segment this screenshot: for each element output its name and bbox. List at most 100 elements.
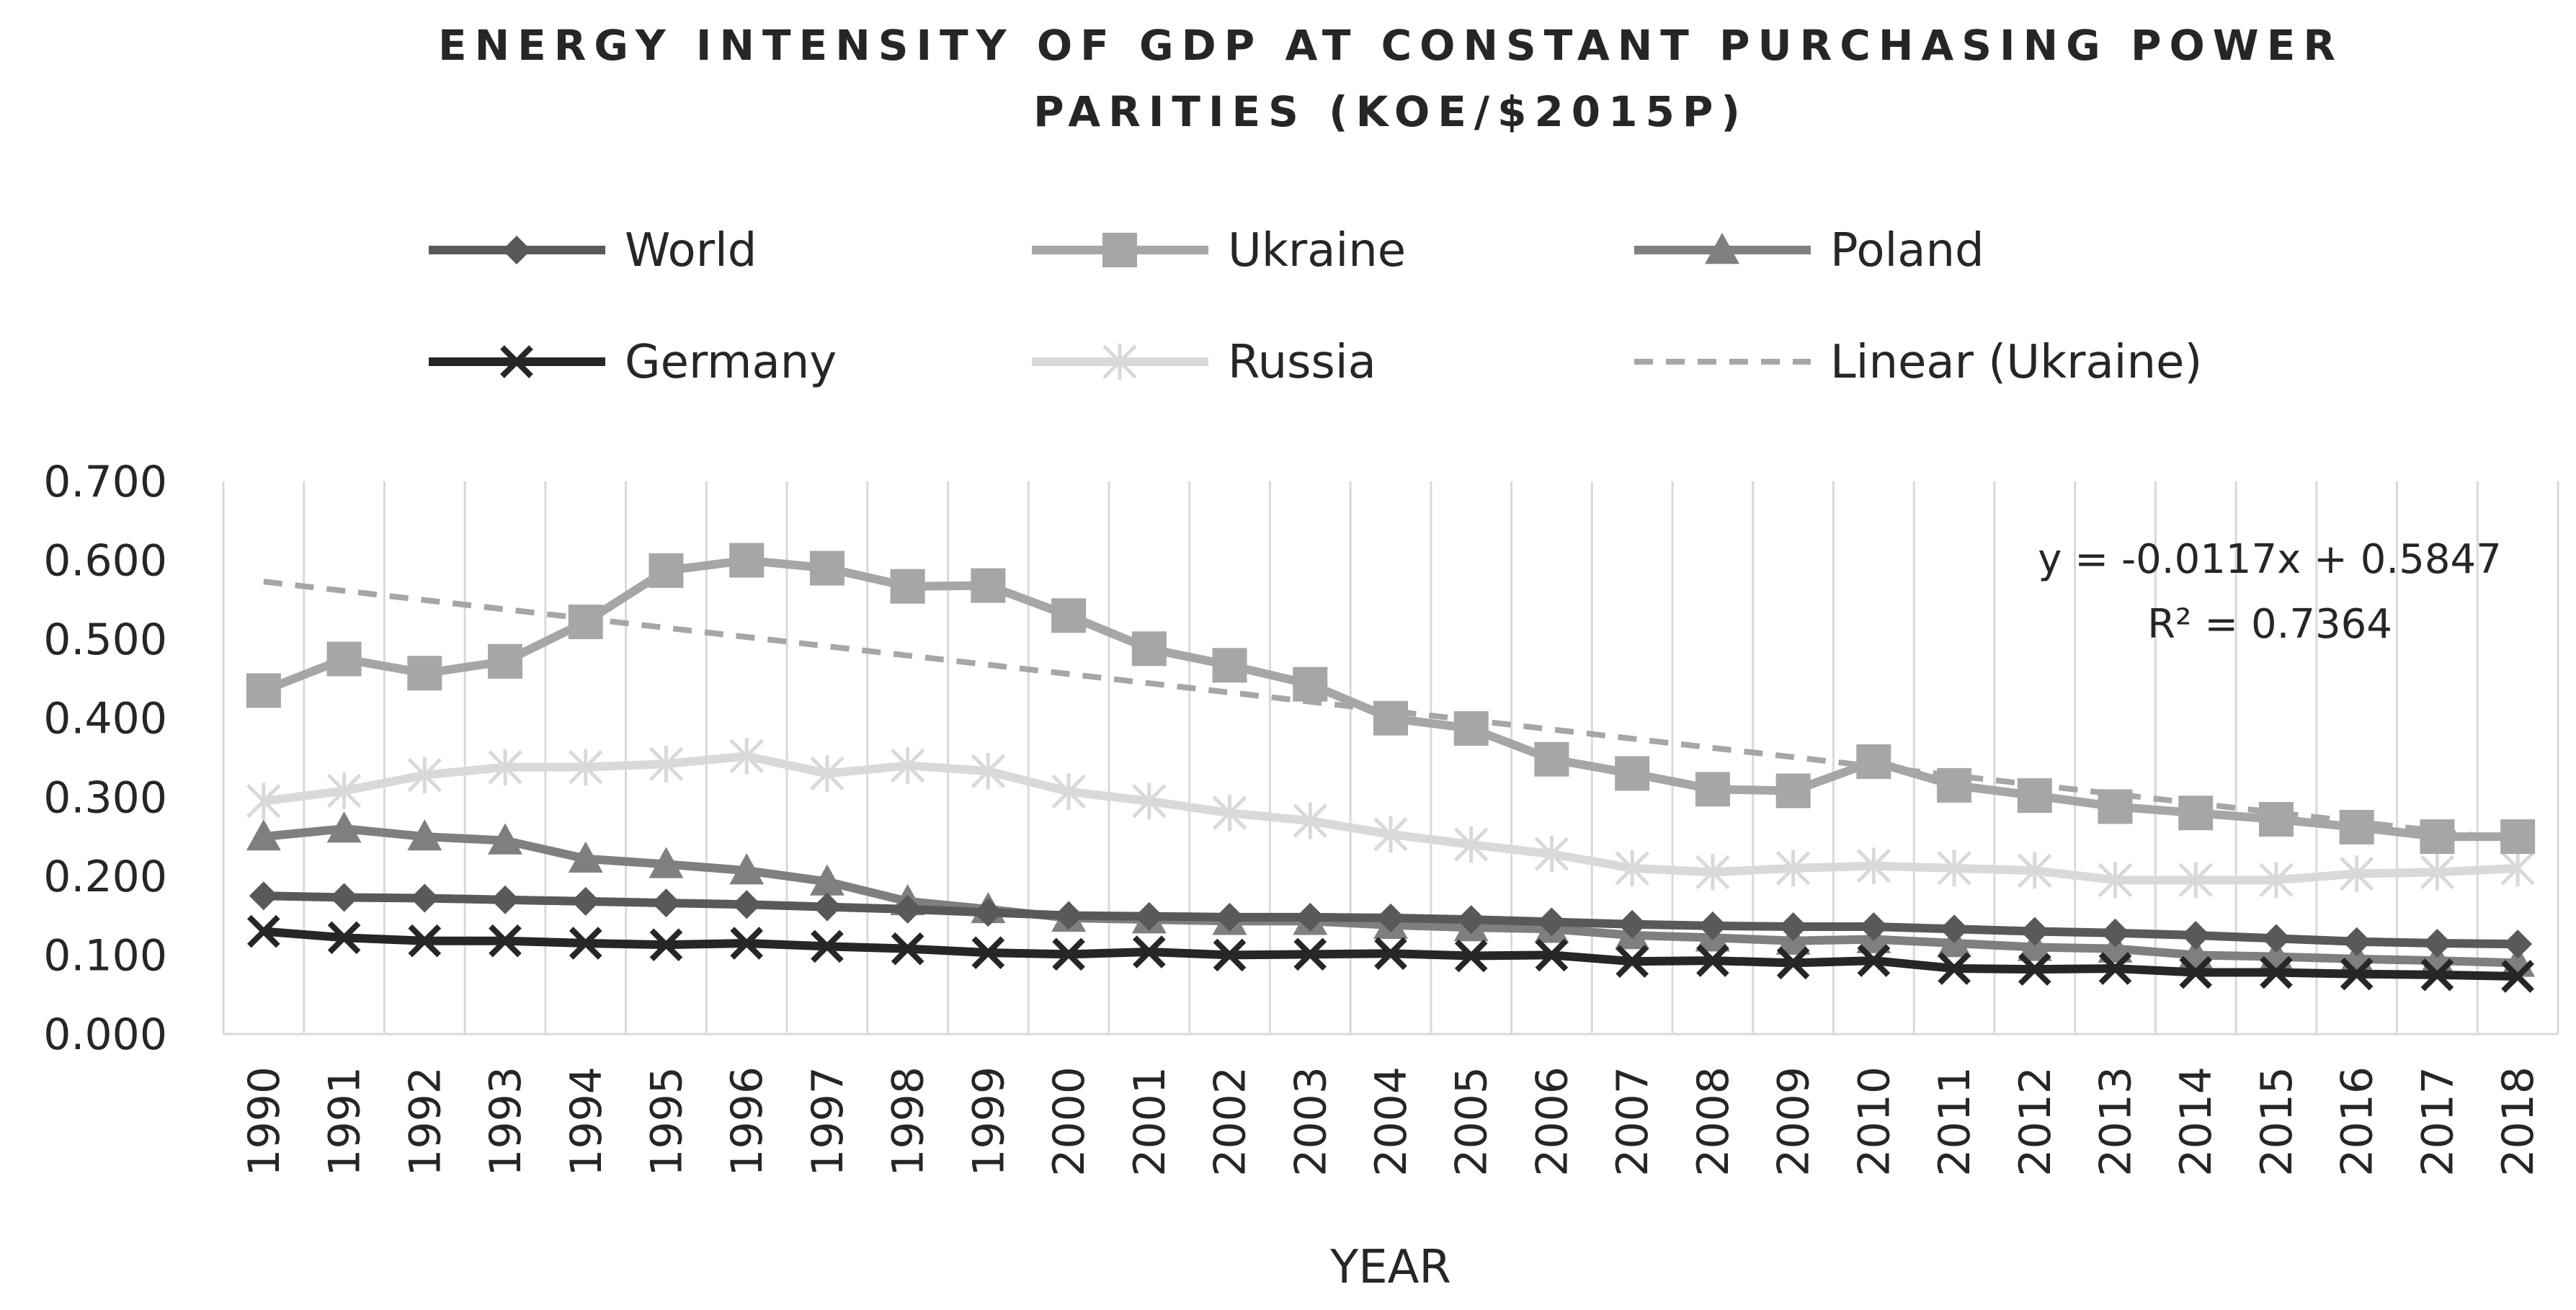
data-point xyxy=(2342,927,2371,956)
data-point xyxy=(729,853,765,885)
data-point xyxy=(890,747,925,784)
legend-label: World xyxy=(625,224,757,277)
data-point xyxy=(488,749,522,785)
x-tick-label: 2017 xyxy=(2412,1066,2463,1177)
data-point xyxy=(971,936,1005,969)
data-point xyxy=(1376,903,1405,932)
series-russia xyxy=(246,738,2535,899)
data-point xyxy=(1456,905,1486,935)
x-tick-label: 2000 xyxy=(1044,1066,1095,1177)
data-point xyxy=(732,890,762,919)
data-point xyxy=(407,819,442,851)
y-tick-label: 0.400 xyxy=(43,694,167,744)
data-point xyxy=(246,673,281,708)
x-tick-label: 2015 xyxy=(2252,1066,2302,1177)
legend-label: Ukraine xyxy=(1228,224,1406,277)
data-point xyxy=(249,881,278,911)
data-point xyxy=(810,755,844,792)
data-point xyxy=(2340,957,2374,991)
data-point xyxy=(1776,946,1810,980)
x-tick-label: 2016 xyxy=(2332,1066,2383,1177)
data-point xyxy=(1938,952,1971,985)
data-point xyxy=(1296,902,1325,932)
data-point xyxy=(1453,710,1489,746)
data-point xyxy=(326,641,362,677)
data-point xyxy=(247,914,280,948)
data-point xyxy=(571,886,600,916)
data-point xyxy=(1534,835,1569,873)
data-point xyxy=(1618,909,1647,939)
series-germany xyxy=(247,914,2534,993)
x-tick-label: 2007 xyxy=(1608,1066,1658,1177)
x-axis-label: YEAR xyxy=(1329,1241,1451,1294)
data-point xyxy=(893,894,922,924)
data-point xyxy=(1937,850,1971,887)
data-point xyxy=(1054,901,1084,930)
legend-item-world: World xyxy=(429,224,757,277)
data-point xyxy=(1102,343,1137,380)
data-point xyxy=(2017,778,2052,814)
x-tick-label: 2010 xyxy=(1849,1066,1899,1177)
legend-item-germany: Germany xyxy=(429,336,837,389)
trendline-equation-text: y = -0.0117x + 0.5847 xyxy=(2038,536,2501,583)
data-point xyxy=(568,841,603,873)
data-point xyxy=(491,885,520,914)
data-point xyxy=(1537,907,1566,937)
data-point xyxy=(1212,794,1247,832)
data-point xyxy=(890,569,925,604)
data-point xyxy=(1212,648,1247,683)
x-tick-label: 1995 xyxy=(641,1066,692,1177)
data-point xyxy=(1615,756,1650,791)
x-tick-label: 1998 xyxy=(883,1066,934,1177)
data-point xyxy=(2503,930,2533,959)
data-point xyxy=(2018,852,2052,889)
data-point xyxy=(891,932,924,966)
data-point xyxy=(809,551,844,586)
data-point xyxy=(246,819,281,851)
series-world xyxy=(249,881,2533,959)
data-point xyxy=(811,930,844,963)
legend-item-poland: Poland xyxy=(1634,224,1984,277)
trendline-r2-text: R² = 0.7364 xyxy=(2147,601,2392,648)
x-tick-label: 2003 xyxy=(1285,1066,1336,1177)
data-point xyxy=(973,898,1003,927)
data-point xyxy=(326,811,362,843)
y-tick-label: 0.700 xyxy=(43,457,167,507)
data-point xyxy=(1940,914,1969,944)
data-point xyxy=(1859,912,1889,941)
x-tick-label: 1999 xyxy=(963,1066,1014,1177)
data-point xyxy=(2339,855,2374,892)
x-tick-label: 1994 xyxy=(561,1066,612,1177)
data-point xyxy=(569,927,602,960)
data-point xyxy=(1857,944,1891,977)
chart-title-line-2: PARITIES (KOE/$2015P) xyxy=(1033,87,1748,136)
data-point xyxy=(2020,917,2049,946)
data-point xyxy=(649,847,684,878)
data-point xyxy=(1778,912,1808,941)
y-tick-label: 0.300 xyxy=(43,772,167,823)
data-point xyxy=(2098,862,2133,899)
data-point xyxy=(812,892,842,922)
data-point xyxy=(2259,862,2294,899)
data-point xyxy=(1215,902,1244,932)
series-ukraine xyxy=(246,543,2536,855)
data-point xyxy=(329,883,359,912)
x-tick-label: 1997 xyxy=(803,1066,853,1177)
legend-label: Poland xyxy=(1830,224,1984,277)
y-tick-label: 0.600 xyxy=(43,536,167,587)
data-point xyxy=(1051,773,1086,810)
data-point xyxy=(649,928,683,962)
data-point xyxy=(1102,233,1137,267)
data-point xyxy=(1293,802,1328,839)
series-layer xyxy=(246,543,2536,993)
data-point xyxy=(2500,850,2535,887)
data-point xyxy=(1534,741,1569,777)
x-tick-label: 2001 xyxy=(1125,1066,1175,1177)
data-point xyxy=(407,656,442,691)
data-point xyxy=(1052,937,1085,971)
y-tick-label: 0.100 xyxy=(43,930,167,981)
data-point xyxy=(809,864,844,896)
x-tick-label: 1993 xyxy=(481,1066,531,1177)
y-tick-label: 0.500 xyxy=(43,615,167,665)
data-point xyxy=(1453,826,1489,863)
